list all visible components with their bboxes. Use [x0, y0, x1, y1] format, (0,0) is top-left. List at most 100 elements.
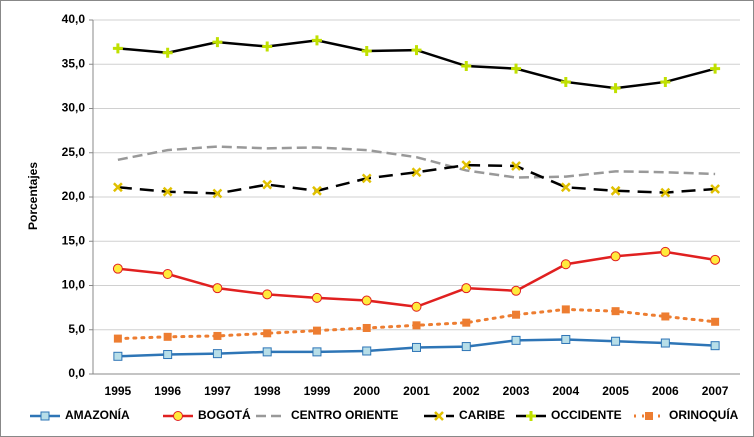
marker — [461, 61, 472, 72]
x-tick-label: 2006 — [652, 384, 679, 398]
y-tick-label: 20,0 — [62, 189, 86, 203]
marker — [461, 283, 472, 294]
marker — [710, 63, 721, 74]
marker — [560, 259, 571, 270]
y-tick-label: 15,0 — [62, 233, 86, 247]
marker — [512, 310, 521, 319]
marker — [560, 76, 571, 87]
marker — [113, 182, 123, 193]
marker — [312, 347, 322, 357]
marker — [411, 167, 422, 178]
y-tick-label: 25,0 — [62, 145, 86, 159]
marker — [361, 173, 372, 184]
marker — [412, 321, 421, 330]
legend-item: BOGOTÁ — [163, 407, 251, 422]
marker — [561, 334, 571, 344]
marker — [511, 161, 521, 171]
marker — [411, 45, 422, 56]
marker — [610, 185, 621, 196]
marker — [511, 63, 522, 74]
marker — [312, 185, 322, 196]
legend-item: ORINOQUÍA — [634, 407, 739, 422]
legend-marker — [40, 411, 50, 421]
marker — [660, 338, 670, 348]
legend-label: OCCIDENTE — [551, 408, 622, 422]
marker — [312, 326, 321, 335]
marker — [112, 43, 123, 54]
marker — [113, 351, 123, 361]
marker — [162, 186, 173, 197]
marker — [511, 335, 521, 345]
legend-item: OCCIDENTE — [516, 408, 622, 422]
y-tick-label: 35,0 — [62, 56, 86, 70]
marker — [660, 246, 671, 257]
x-tick-label: 2004 — [552, 384, 579, 398]
marker — [660, 187, 671, 198]
marker — [262, 179, 273, 190]
marker — [412, 342, 421, 352]
marker — [560, 182, 571, 193]
marker — [561, 305, 570, 314]
marker — [411, 301, 422, 312]
x-tick-label: 1998 — [254, 384, 281, 398]
y-axis-label: Porcentajes — [26, 162, 40, 230]
series-line — [117, 145, 716, 179]
y-tick-label: 5,0 — [68, 322, 85, 336]
y-tick-label: 0,0 — [68, 366, 85, 380]
legend-marker — [173, 411, 183, 421]
marker — [361, 45, 372, 56]
x-tick-label: 1996 — [154, 384, 181, 398]
y-tick-label: 30,0 — [62, 101, 86, 115]
legend-label: BOGOTÁ — [198, 407, 251, 422]
marker — [263, 329, 272, 338]
marker — [212, 349, 222, 359]
marker — [710, 184, 720, 194]
legend-label: ORINOQUÍA — [669, 407, 739, 422]
marker — [461, 160, 472, 171]
y-tick-label: 40,0 — [62, 12, 86, 26]
marker — [610, 251, 621, 262]
marker — [660, 76, 671, 87]
marker — [361, 295, 372, 306]
marker — [611, 307, 620, 316]
x-tick-label: 2003 — [503, 384, 530, 398]
marker — [212, 283, 223, 294]
marker — [163, 350, 173, 360]
legend-item: CARIBE — [424, 408, 505, 422]
marker — [311, 292, 322, 303]
marker — [113, 334, 122, 343]
x-tick-label: 1995 — [105, 384, 132, 398]
legend-item: AMAZONÍA — [30, 407, 130, 422]
x-tick-label: 2005 — [602, 384, 629, 398]
marker — [262, 347, 272, 357]
marker — [262, 289, 273, 300]
marker — [711, 317, 720, 326]
legend-label: AMAZONÍA — [65, 407, 130, 422]
marker — [610, 83, 621, 94]
marker — [262, 41, 273, 52]
x-tick-label: 2000 — [353, 384, 380, 398]
marker — [212, 37, 223, 48]
marker — [112, 263, 123, 274]
marker — [461, 342, 471, 352]
legend-label: CARIBE — [459, 408, 505, 422]
marker — [462, 318, 471, 327]
marker — [611, 336, 621, 346]
legend-label: CENTRO ORIENTE — [291, 408, 398, 422]
x-tick-label: 2002 — [453, 384, 480, 398]
marker — [362, 346, 372, 356]
x-tick-label: 2007 — [702, 384, 729, 398]
marker — [661, 312, 670, 321]
marker — [710, 254, 721, 265]
legend-item: CENTRO ORIENTE — [256, 408, 398, 422]
marker — [213, 331, 222, 340]
y-tick-label: 10,0 — [62, 278, 86, 292]
marker — [162, 268, 173, 279]
legend-marker — [645, 412, 653, 420]
marker — [212, 188, 223, 199]
marker — [163, 332, 172, 341]
marker — [511, 285, 522, 296]
marker — [311, 35, 322, 46]
